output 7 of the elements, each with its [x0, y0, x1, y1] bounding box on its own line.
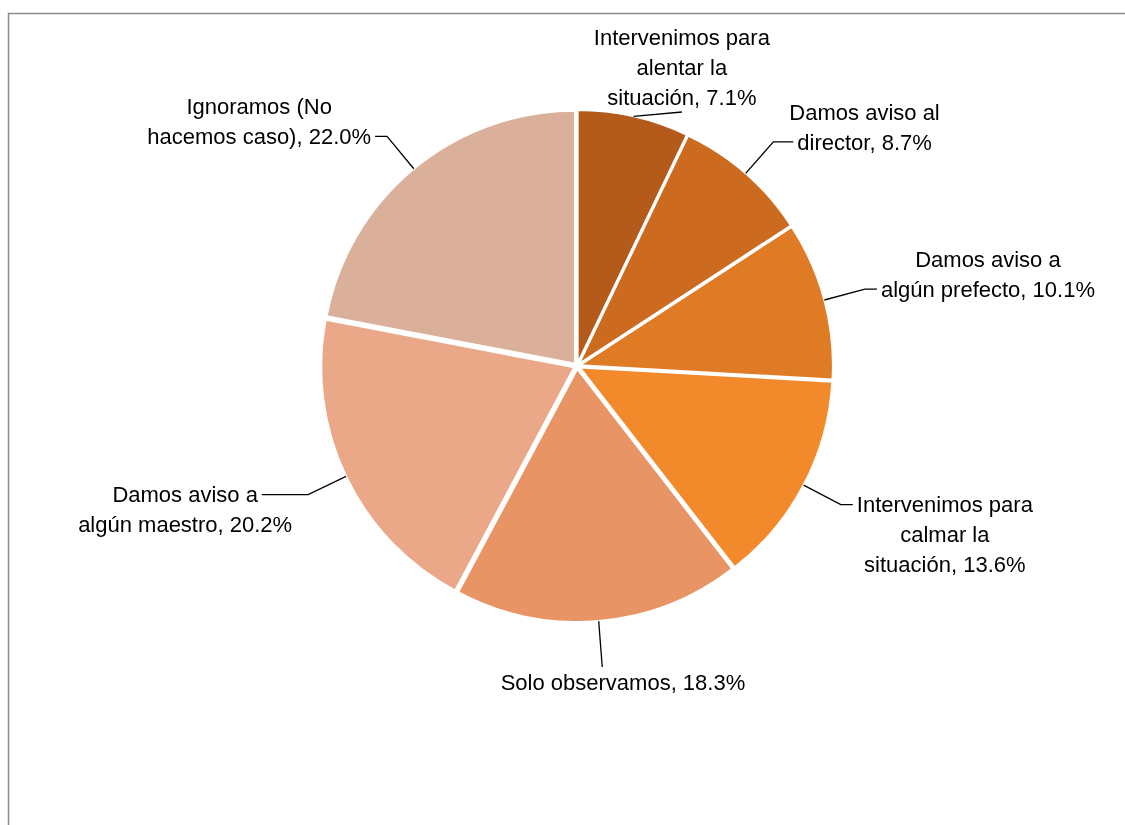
slice-label: Damos aviso al director, 8.7%: [789, 99, 940, 155]
slice-label: Ignoramos (No hacemos caso), 22.0%: [147, 94, 372, 150]
slice-label: Solo observamos, 18.3%: [500, 669, 746, 695]
slice-label: Intervenimos para alentar la situación, 7.1%: [593, 24, 771, 110]
slice-label: Intervenimos para calmar la situación, 13.6%: [856, 492, 1034, 578]
slice-label: Damos aviso a algún prefecto, 10.1%: [880, 246, 1095, 302]
slice-label: Damos aviso a algún maestro, 20.2%: [78, 482, 293, 538]
